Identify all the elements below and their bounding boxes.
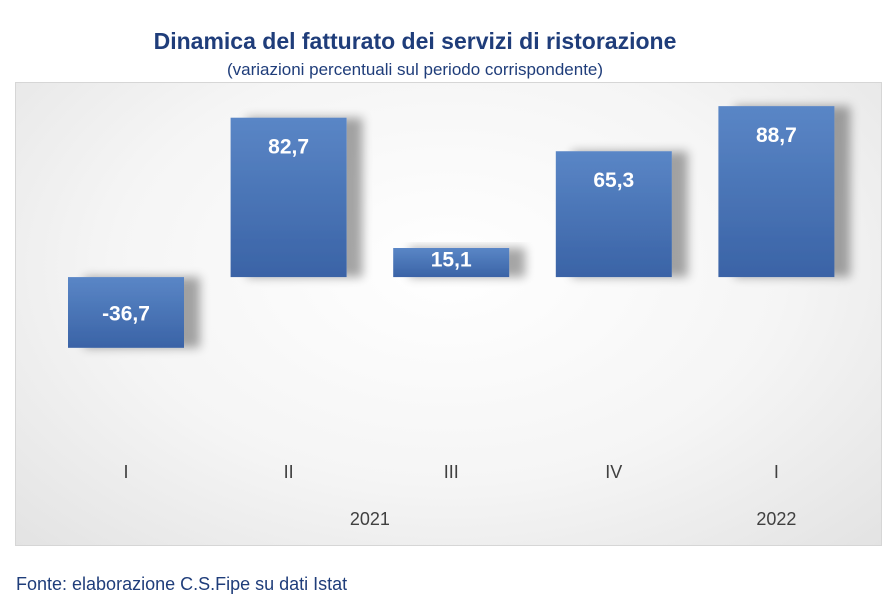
bar-2 <box>393 247 510 278</box>
bar-1 <box>230 117 347 278</box>
year-label-0: 2021 <box>350 509 390 529</box>
data-label-0: -36,7 <box>102 302 150 325</box>
data-label-3: 65,3 <box>593 169 634 192</box>
category-label-4: I <box>774 462 779 482</box>
year-label-1: 2022 <box>756 509 796 529</box>
bar-0 <box>68 277 184 348</box>
category-label-1: II <box>284 462 294 482</box>
bar-3 <box>555 151 672 278</box>
category-label-3: IV <box>605 462 622 482</box>
data-label-1: 82,7 <box>268 136 309 159</box>
bar-4 <box>718 106 835 278</box>
chart-title: Dinamica del fatturato dei servizi di ri… <box>153 28 677 54</box>
source-note: Fonte: elaborazione C.S.Fipe su dati Ist… <box>16 574 348 594</box>
data-label-4: 88,7 <box>756 124 797 147</box>
category-label-2: III <box>444 462 459 482</box>
data-label-2: 15,1 <box>431 249 472 272</box>
chart-subtitle: (variazioni percentuali sul periodo corr… <box>226 60 604 79</box>
category-label-0: I <box>123 462 128 482</box>
